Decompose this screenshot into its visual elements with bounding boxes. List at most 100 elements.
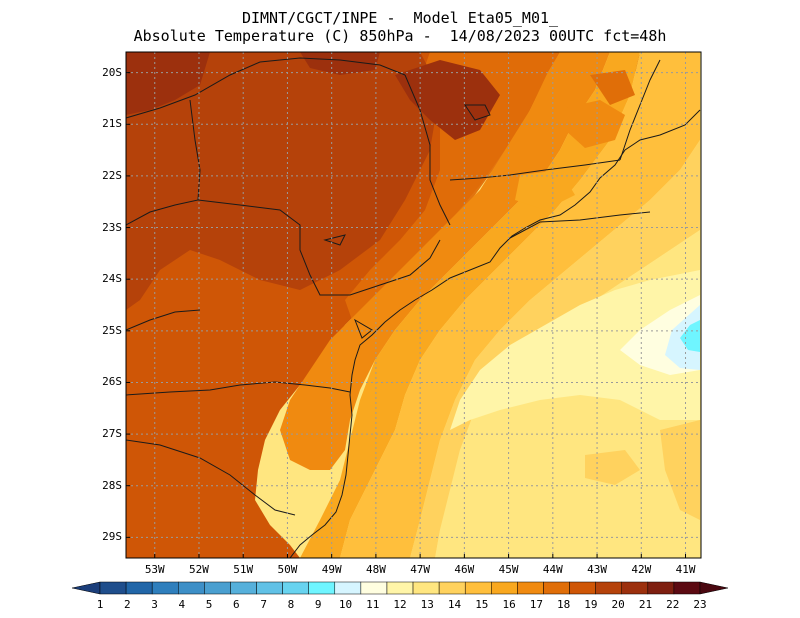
colorbar-swatch bbox=[569, 581, 596, 595]
lat-label: 28S bbox=[102, 478, 122, 492]
lon-label: 41W bbox=[675, 563, 696, 576]
colorbar-swatch bbox=[647, 581, 675, 595]
colorbar-swatch bbox=[204, 581, 231, 595]
colorbar-swatch bbox=[595, 581, 622, 595]
colorbar-arrow-left bbox=[71, 581, 101, 595]
map-frame bbox=[125, 51, 702, 559]
colorbar-label: 11 bbox=[366, 598, 380, 611]
colorbar-swatch bbox=[438, 581, 466, 595]
colorbar-swatch bbox=[543, 581, 570, 595]
field-contour-17b bbox=[565, 100, 625, 148]
colorbar-label: 16 bbox=[502, 598, 516, 611]
axis-ticks bbox=[126, 72, 687, 558]
lat-label: 23S bbox=[102, 220, 122, 234]
lat-label: 20S bbox=[102, 65, 122, 79]
colorbar-label: 1 bbox=[96, 598, 104, 611]
state-border-6 bbox=[126, 439, 296, 516]
state-border-10 bbox=[619, 59, 661, 161]
lat-label: 22S bbox=[102, 168, 122, 182]
lat-label: 24S bbox=[102, 272, 122, 286]
state-border-4 bbox=[404, 74, 451, 226]
chart-title-line1: DIMNT/CGCT/INPE - Model Eta05_M01_ bbox=[241, 9, 559, 27]
colorbar-label: 20 bbox=[611, 598, 625, 611]
lon-label: 47W bbox=[410, 563, 431, 576]
lon-label: 45W bbox=[498, 563, 519, 576]
colorbar-arrow-right bbox=[699, 581, 729, 595]
lat-label: 29S bbox=[102, 530, 122, 544]
colorbar-swatch bbox=[125, 581, 153, 595]
lagoon bbox=[354, 318, 373, 339]
colorbar-swatch bbox=[178, 581, 205, 595]
field-contour-21b bbox=[300, 52, 380, 75]
state-border-8 bbox=[509, 211, 651, 239]
lon-label: 53W bbox=[144, 563, 165, 576]
field-contour-16b bbox=[515, 170, 575, 210]
colorbar-label: 8 bbox=[287, 598, 295, 611]
colorbar-swatch bbox=[517, 581, 544, 595]
colorbar-swatch bbox=[673, 581, 701, 595]
colorbar-label: 5 bbox=[205, 598, 213, 611]
field-contour-21c bbox=[395, 60, 500, 140]
colorbar-swatch bbox=[412, 581, 440, 595]
lat-label: 21S bbox=[102, 117, 122, 131]
lon-label: 52W bbox=[189, 563, 209, 576]
colorbar-label: 23 bbox=[693, 598, 707, 611]
field-contour-17 bbox=[280, 52, 610, 470]
state-border-5 bbox=[126, 381, 351, 396]
colorbar-swatch bbox=[282, 581, 309, 595]
colorbar-label: 18 bbox=[557, 598, 571, 611]
field-contour-18b bbox=[590, 70, 635, 105]
colorbar-swatch bbox=[230, 581, 257, 595]
lat-label: 26S bbox=[102, 375, 122, 389]
colorbar-label: 17 bbox=[529, 598, 543, 611]
colorbar-swatch bbox=[99, 581, 127, 595]
colorbar-swatch bbox=[334, 581, 362, 595]
colorbar bbox=[71, 581, 729, 595]
colorbar-label: 13 bbox=[420, 598, 434, 611]
colorbar-swatch bbox=[491, 581, 518, 595]
field-contour-15 bbox=[340, 52, 700, 558]
colorbar-label: 4 bbox=[178, 598, 186, 611]
colorbar-swatch bbox=[464, 581, 492, 595]
colorbar-swatch bbox=[386, 581, 414, 595]
colorbar-swatch bbox=[621, 581, 649, 595]
lat-label: 25S bbox=[102, 323, 122, 337]
lon-label: 42W bbox=[631, 563, 652, 576]
lake-1 bbox=[464, 104, 491, 121]
gridlines bbox=[126, 52, 701, 558]
field-contour-12 bbox=[450, 270, 700, 430]
colorbar-label: 12 bbox=[393, 598, 407, 611]
colorbar-label: 14 bbox=[447, 598, 462, 611]
field-contour-18 bbox=[345, 52, 560, 320]
lon-label: 44W bbox=[542, 563, 563, 576]
lon-label: 48W bbox=[365, 563, 386, 576]
field-contour-14c bbox=[660, 420, 700, 520]
colorbar-swatch bbox=[360, 581, 388, 595]
lon-label: 49W bbox=[321, 563, 342, 576]
colorbar-label: 19 bbox=[584, 598, 598, 611]
state-border-3 bbox=[197, 199, 441, 296]
state-border-7 bbox=[126, 309, 201, 331]
colorbar-label: 7 bbox=[260, 598, 267, 611]
lat-label: 27S bbox=[102, 427, 122, 441]
field-contour-14b bbox=[585, 450, 640, 485]
colorbar-label: 6 bbox=[233, 598, 240, 611]
temperature-field bbox=[126, 52, 701, 558]
colorbar-label: 22 bbox=[666, 598, 680, 611]
state-border-9 bbox=[449, 159, 621, 181]
field-contour-14 bbox=[410, 140, 700, 558]
lon-label: 50W bbox=[277, 563, 298, 576]
field-contour-20 bbox=[126, 52, 440, 310]
colorbar-swatch bbox=[308, 581, 336, 595]
colorbar-label: 3 bbox=[151, 598, 158, 611]
lake-2 bbox=[323, 234, 346, 246]
colorbar-label: 21 bbox=[638, 598, 653, 611]
field-contour-21 bbox=[126, 52, 210, 115]
lon-label: 51W bbox=[233, 563, 254, 576]
chart-title-line2: Absolute Temperature (C) 850hPa - 14/08/… bbox=[133, 27, 667, 45]
colorbar-label: 2 bbox=[123, 598, 131, 611]
colorbar-swatch bbox=[151, 581, 179, 595]
colorbar-label: 9 bbox=[314, 598, 322, 611]
colorbar-label: 15 bbox=[475, 598, 489, 611]
